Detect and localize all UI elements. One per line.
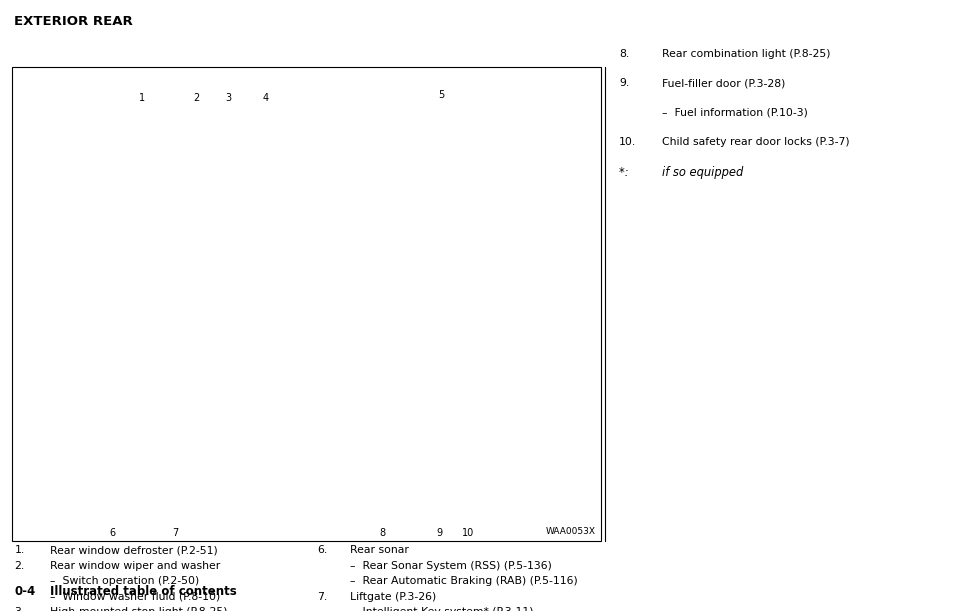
Text: *:: *:: [619, 166, 633, 179]
Text: 9.: 9.: [619, 78, 630, 88]
Text: 5: 5: [439, 90, 444, 100]
Text: 7.: 7.: [317, 591, 327, 602]
Bar: [12, 67, 601, 541]
Text: –  Fuel information (P.10-3): – Fuel information (P.10-3): [662, 108, 808, 117]
Text: 1: 1: [139, 93, 145, 103]
Text: Fuel-filler door (P.3-28): Fuel-filler door (P.3-28): [662, 78, 786, 88]
Text: –  Intelligent Key system* (P.3-11): – Intelligent Key system* (P.3-11): [350, 607, 534, 611]
Text: if so equipped: if so equipped: [662, 166, 744, 179]
Text: EXTERIOR REAR: EXTERIOR REAR: [14, 15, 133, 28]
Text: 10.: 10.: [619, 137, 636, 147]
Text: 10: 10: [463, 529, 474, 538]
Text: 6: 6: [109, 529, 115, 538]
Text: –  Switch operation (P.2-50): – Switch operation (P.2-50): [50, 576, 199, 586]
Text: 3: 3: [226, 93, 231, 103]
Text: WAA0053X: WAA0053X: [546, 527, 596, 536]
Text: 2: 2: [194, 93, 200, 103]
Text: Illustrated table of contents: Illustrated table of contents: [50, 585, 237, 598]
Text: Rear window defroster (P.2-51): Rear window defroster (P.2-51): [50, 545, 218, 555]
Text: 6.: 6.: [317, 545, 327, 555]
Text: High-mounted stop light (P.8-25): High-mounted stop light (P.8-25): [50, 607, 228, 611]
Text: Child safety rear door locks (P.3-7): Child safety rear door locks (P.3-7): [662, 137, 850, 147]
Text: 7: 7: [173, 529, 179, 538]
Text: 4: 4: [263, 93, 269, 103]
Text: Rear window wiper and washer: Rear window wiper and washer: [50, 561, 220, 571]
Text: –  Rear Automatic Braking (RAB) (P.5-116): – Rear Automatic Braking (RAB) (P.5-116): [350, 576, 578, 586]
Text: 0-4: 0-4: [14, 585, 36, 598]
Text: Rear combination light (P.8-25): Rear combination light (P.8-25): [662, 49, 831, 59]
Text: –  Window washer fluid (P.8-10): – Window washer fluid (P.8-10): [50, 591, 220, 602]
Text: 1.: 1.: [14, 545, 25, 555]
Text: 2.: 2.: [14, 561, 25, 571]
Text: Rear sonar: Rear sonar: [350, 545, 409, 555]
Text: 8: 8: [379, 529, 385, 538]
Text: 9: 9: [437, 529, 443, 538]
Text: 8.: 8.: [619, 49, 630, 59]
Text: –  Rear Sonar System (RSS) (P.5-136): – Rear Sonar System (RSS) (P.5-136): [350, 561, 552, 571]
Text: 3.: 3.: [14, 607, 25, 611]
Text: Liftgate (P.3-26): Liftgate (P.3-26): [350, 591, 437, 602]
